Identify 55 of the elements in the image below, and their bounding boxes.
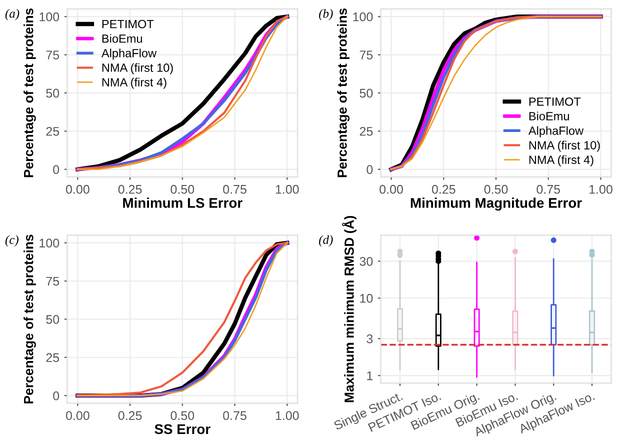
legend-label: NMA (first 4)	[102, 78, 166, 89]
x-tick-label: 0.50	[170, 184, 194, 194]
y-tick-label: 50	[360, 88, 373, 98]
y-axis-title: Percentage of test proteins	[24, 8, 36, 178]
y-axis-title: Percentage of test proteins	[24, 234, 36, 404]
x-tick-label: 1.00	[276, 411, 299, 420]
x-tick-label: 0.25	[432, 184, 456, 194]
y-tick-label: 100	[40, 12, 60, 22]
text: (a)	[5, 8, 20, 20]
x-axis-title: Minimum Magnitude Error	[410, 198, 582, 211]
y-tick-label: 0	[53, 391, 60, 400]
x-axis-title: SS Error	[154, 424, 210, 434]
y-tick-label: 0	[366, 165, 373, 174]
y-tick-label: 75	[46, 50, 60, 60]
x-tick-label: 0.50	[170, 411, 194, 420]
x-tick-label: 0.00	[66, 411, 90, 420]
text: (b)	[319, 8, 333, 20]
x-tick-label: 1.00	[590, 184, 612, 194]
text: (c)	[5, 235, 18, 247]
legend-label: AlphaFlow	[528, 126, 584, 138]
legend-label: PETIMOT	[102, 20, 154, 28]
y-tick-label: 10	[360, 294, 373, 303]
x-tick-label: 0.00	[66, 184, 90, 194]
y-tick-label: 0	[53, 165, 60, 174]
x-tick-label: 0.50	[484, 184, 508, 194]
y-tick-label: 50	[46, 88, 60, 98]
legend-label: NMA (first 10)	[102, 63, 173, 74]
y-axis-title: Percentage of test proteins	[337, 8, 350, 178]
legend-label: PETIMOT	[529, 97, 581, 106]
legend-label: AlphaFlow	[101, 48, 157, 60]
legend-label: BioEmu	[102, 34, 142, 43]
y-tick-label: 75	[360, 50, 373, 60]
x-tick-label: 1.00	[276, 184, 299, 194]
x-tick-label: 0.00	[380, 184, 403, 194]
y-tick-label: 25	[46, 126, 60, 136]
y-tick-label: 75	[46, 276, 60, 286]
legend-label: NMA (first 4)	[529, 155, 594, 166]
text: (d)	[319, 235, 333, 247]
y-tick-label: 25	[360, 126, 373, 136]
y-tick-label: 100	[40, 238, 60, 248]
y-axis-title: Maximum minimum RMSD (Å)	[342, 216, 356, 402]
x-tick-label: 0.75	[223, 411, 246, 420]
legend-label: BioEmu	[529, 112, 569, 120]
y-tick-label: 30	[360, 256, 373, 266]
x-tick-label: 0.25	[118, 184, 142, 194]
y-tick-label: 1	[367, 371, 373, 380]
x-tick-label: 0.75	[223, 184, 246, 194]
y-tick-label: 3	[366, 334, 373, 344]
x-tick-label: 0.25	[118, 411, 142, 420]
x-tick-label: 0.75	[536, 184, 560, 194]
legend-label: NMA (first 10)	[529, 140, 600, 152]
y-tick-label: 25	[46, 353, 60, 362]
x-axis-title: Minimum LS Error	[123, 198, 242, 208]
y-tick-label: 100	[353, 12, 373, 22]
y-tick-label: 50	[46, 315, 60, 324]
